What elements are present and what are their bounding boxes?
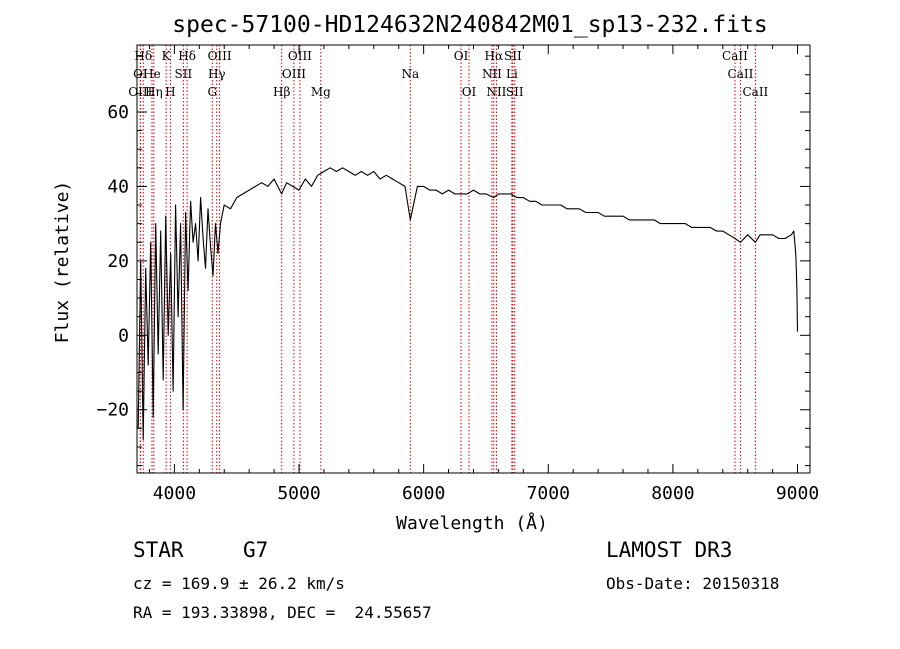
marker-label-10: He [143,67,161,81]
marker-label-11: SII [175,67,193,81]
marker-label-2: Hδ [178,49,196,63]
chart-title: spec-57100-HD124632N240842M01_sp13-232.f… [172,12,767,38]
marker-label-9: OI [133,67,148,81]
plot-frame [136,44,811,474]
redshift-velocity: cz = 169.9 ± 26.2 km/s [133,574,345,593]
marker-label-23: Mg [311,85,331,99]
marker-label-20: H [165,85,175,99]
spectral-subclass: G7 [243,538,269,562]
marker-label-26: SII [506,85,524,99]
y-tick-label-2: 20 [107,251,129,272]
marker-label-8: CaII [722,49,748,63]
marker-label-5: OI [454,49,469,63]
flux-series-line [137,167,799,441]
marker-label-12: Hγ [208,67,226,81]
y-tick-label-1: 0 [118,325,129,346]
y-tick-label-3: 40 [107,176,129,197]
marker-label-6: Hα [485,49,504,63]
marker-label-15: NII [482,67,502,81]
marker-label-13: OIII [282,67,306,81]
marker-label-19: Hη [145,85,163,99]
marker-label-18: OIII [128,85,152,99]
x-tick-label-2: 6000 [402,483,445,504]
axis-ticks [137,45,810,473]
marker-label-16: Li [506,67,518,81]
marker-label-21: G [207,85,217,99]
marker-label-1: K [162,49,172,63]
y-tick-label-0: −20 [96,400,129,421]
marker-label-25: NII [486,85,506,99]
marker-label-7: SII [504,49,522,63]
marker-label-27: CaII [742,85,768,99]
x-tick-label-1: 5000 [277,483,320,504]
x-tick-label-4: 8000 [651,483,694,504]
marker-label-4: OIII [288,49,312,63]
x-tick-label-3: 7000 [527,483,570,504]
marker-label-24: OI [462,85,477,99]
object-class: STAR [133,538,184,562]
marker-label-3: OIII [208,49,232,63]
marker-label-0: Hδ [134,49,152,63]
series-layer [137,167,799,441]
marker-label-22: Hβ [273,85,290,99]
spectral-line-markers [139,45,756,473]
coordinates: RA = 193.33898, DEC = 24.55657 [133,603,432,622]
survey-name: LAMOST DR3 [606,538,733,562]
x-tick-label-0: 4000 [153,483,196,504]
x-axis-label: Wavelength (Å) [396,512,548,534]
marker-label-14: Na [401,67,419,81]
marker-label-17: CaII [728,67,754,81]
x-tick-label-5: 9000 [776,483,819,504]
observation-date: Obs-Date: 20150318 [606,574,780,593]
axis-tick-labels: 4000 5000 6000 7000 8000 9000 −20 0 20 40 60 [96,102,819,504]
y-axis-label: Flux (relative) [52,181,73,344]
y-tick-label-4: 60 [107,102,129,123]
